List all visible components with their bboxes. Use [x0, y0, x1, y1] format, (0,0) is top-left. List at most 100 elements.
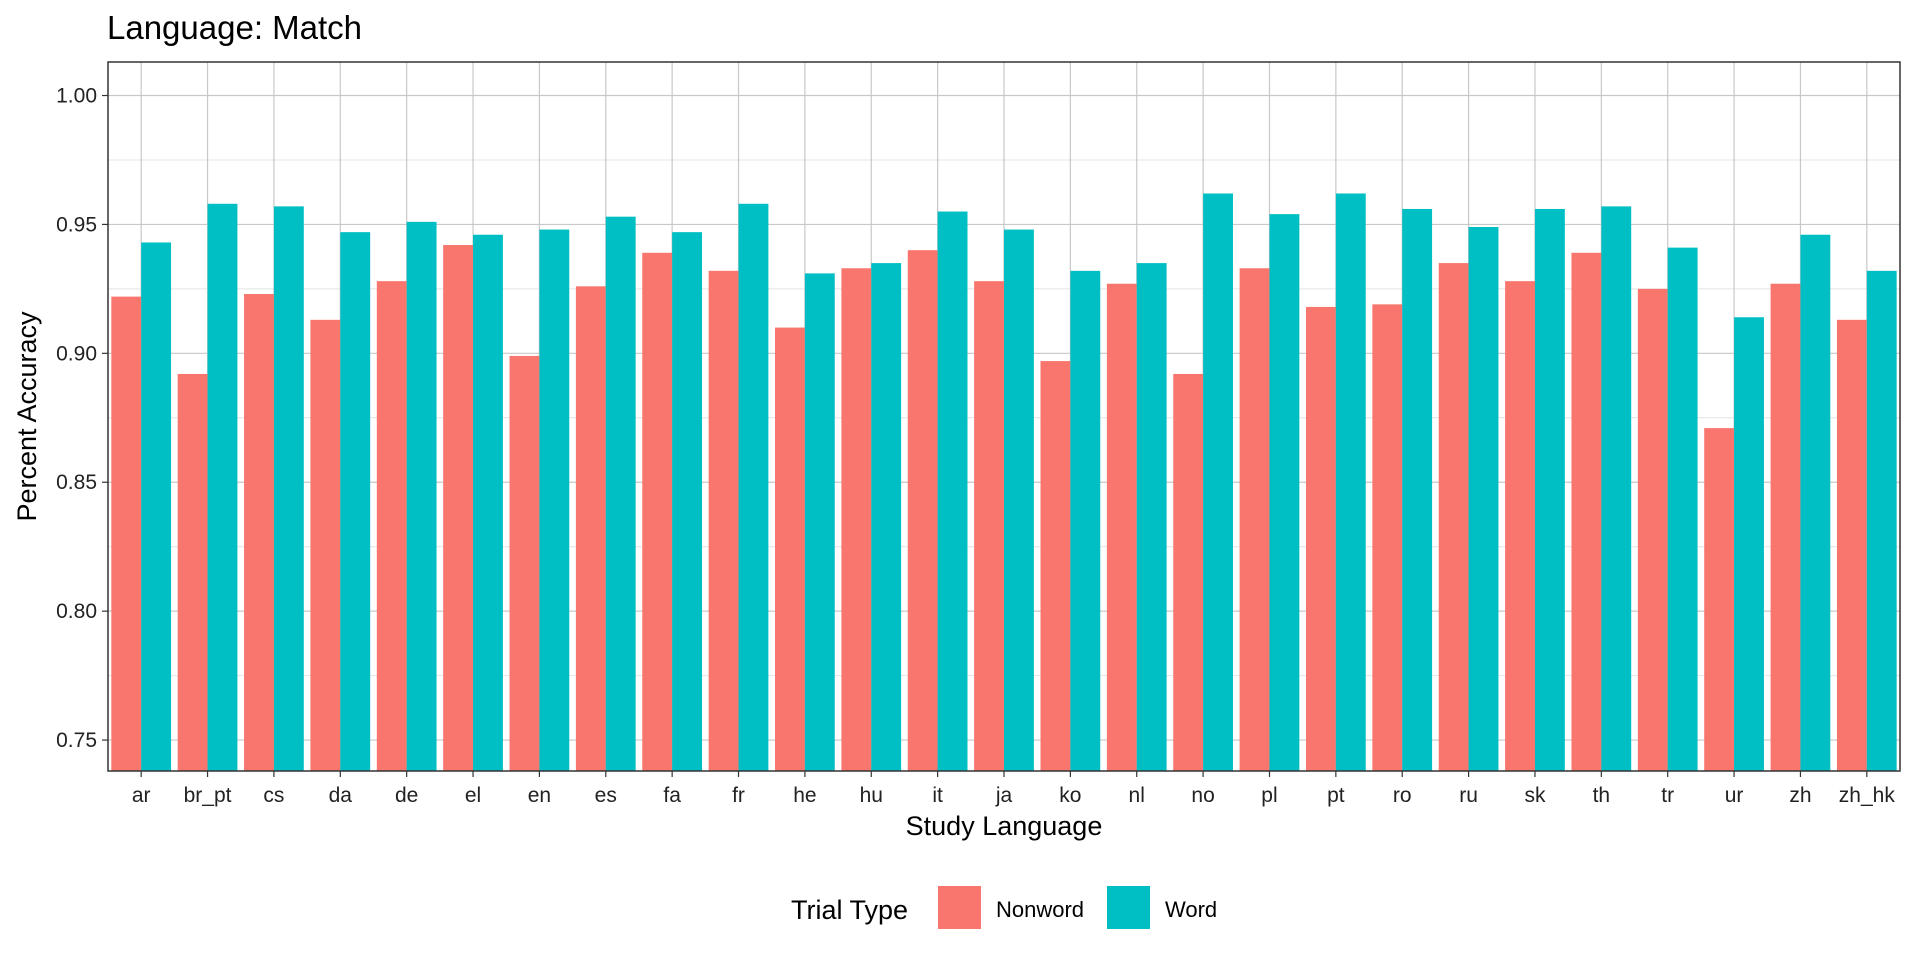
bar-nonword-pl [1239, 268, 1270, 771]
x-tick-label: ko [1059, 784, 1081, 807]
bar-nonword-es [575, 286, 606, 771]
x-tick-label: fa [663, 784, 681, 807]
bar-word-ja [1004, 229, 1034, 772]
x-tick-label: da [329, 784, 353, 807]
x-tick-label: ro [1393, 784, 1412, 807]
bar-word-fa [672, 232, 703, 771]
bar-word-de [406, 221, 437, 771]
x-tick-label: th [1593, 784, 1611, 807]
bars [111, 193, 1897, 772]
bar-nonword-da [310, 319, 341, 771]
bar-word-tr [1667, 247, 1698, 771]
bar-nonword-he [775, 327, 805, 771]
bar-nonword-fr [708, 270, 739, 771]
legend-label-word: Word [1165, 897, 1217, 922]
bar-word-cs [273, 206, 304, 772]
bar-word-sk [1534, 208, 1565, 771]
x-tick-label: pt [1327, 784, 1345, 807]
bar-nonword-hu [841, 268, 872, 771]
x-tick-label: en [528, 784, 551, 807]
y-axis: 0.75 0.80 0.85 0.90 0.95 1.00 [56, 85, 108, 752]
bar-nonword-ko [1040, 361, 1071, 771]
x-tick-label: tr [1661, 784, 1674, 807]
y-tick-label: 0.95 [56, 213, 97, 236]
bar-nonword-tr [1637, 288, 1668, 771]
y-tick-label: 0.90 [56, 342, 97, 365]
bar-nonword-no [1173, 373, 1204, 771]
bar-nonword-zh [1770, 283, 1801, 771]
x-tick-label: cs [263, 784, 284, 807]
y-tick-label: 0.80 [56, 600, 97, 623]
legend-key-nonword [938, 886, 981, 929]
x-axis-title: Study Language [906, 811, 1103, 841]
legend-key-word [1107, 886, 1150, 929]
x-tick-label: ja [995, 784, 1013, 807]
bar-nonword-it [907, 250, 938, 771]
x-tick-label: de [395, 784, 418, 807]
bar-word-it [937, 211, 968, 771]
bar-nonword-th [1571, 252, 1602, 771]
x-tick-label: br_pt [184, 784, 232, 807]
y-axis-title: Percent Accuracy [12, 311, 42, 522]
x-axis: ar br_pt cs da de el en es fa fr he hu it ja ko nl no pl p… [132, 771, 1895, 807]
bar-word-fr [738, 203, 769, 772]
x-tick-label: fr [732, 784, 745, 807]
x-tick-label: no [1191, 784, 1214, 807]
bar-word-nl [1136, 263, 1167, 771]
y-tick-label: 0.75 [56, 729, 97, 752]
bar-nonword-sk [1505, 281, 1535, 771]
bar-word-el [473, 234, 503, 772]
bar-nonword-ja [974, 281, 1004, 771]
bar-word-br-pt [207, 203, 238, 772]
bar-nonword-ru [1438, 263, 1469, 771]
bar-word-th [1601, 206, 1632, 772]
bar-nonword-zh-hk [1836, 319, 1867, 771]
x-tick-label: pl [1261, 784, 1277, 807]
bar-word-he [804, 273, 835, 771]
y-tick-label: 1.00 [56, 85, 97, 108]
x-tick-label: he [793, 784, 816, 807]
bar-word-hu [871, 263, 902, 771]
x-tick-label: zh [1789, 784, 1811, 807]
x-tick-label: hu [860, 784, 883, 807]
x-tick-label: it [932, 784, 943, 807]
chart-title: Language: Match [107, 9, 362, 46]
bar-word-en [539, 229, 570, 772]
bar-word-ar [141, 242, 172, 772]
bar-nonword-en [509, 355, 540, 771]
x-tick-label: ar [132, 784, 151, 807]
x-tick-label: el [465, 784, 481, 807]
bar-word-ko [1070, 270, 1101, 771]
bar-word-da [340, 232, 371, 771]
bar-word-pt [1335, 193, 1366, 771]
bar-nonword-ro [1372, 304, 1403, 771]
bar-word-ro [1402, 208, 1433, 771]
bar-nonword-pt [1305, 306, 1336, 771]
legend-label-nonword: Nonword [996, 897, 1084, 922]
bar-nonword-fa [642, 252, 673, 771]
bar-nonword-cs [244, 294, 274, 771]
legend-title: Trial Type [791, 895, 908, 925]
bar-word-zh-hk [1866, 270, 1897, 771]
legend: Trial Type Nonword Word [791, 886, 1217, 929]
bar-word-es [605, 216, 636, 771]
x-tick-label: ur [1725, 784, 1744, 807]
x-tick-label: zh_hk [1839, 784, 1896, 807]
bar-word-pl [1269, 214, 1300, 771]
x-tick-label: nl [1129, 784, 1145, 807]
x-tick-label: es [595, 784, 617, 807]
bar-nonword-ur [1704, 428, 1735, 771]
bar-nonword-el [443, 245, 474, 771]
bar-word-ur [1734, 317, 1764, 771]
bar-nonword-br-pt [177, 373, 208, 771]
bar-nonword-ar [111, 296, 142, 771]
bar-word-no [1203, 193, 1233, 771]
y-tick-label: 0.85 [56, 471, 97, 494]
bar-nonword-nl [1106, 283, 1137, 771]
bar-word-ru [1468, 227, 1499, 771]
bar-word-zh [1800, 234, 1831, 772]
bar-nonword-de [376, 281, 407, 771]
x-tick-label: ru [1459, 784, 1478, 807]
x-tick-label: sk [1524, 784, 1546, 807]
